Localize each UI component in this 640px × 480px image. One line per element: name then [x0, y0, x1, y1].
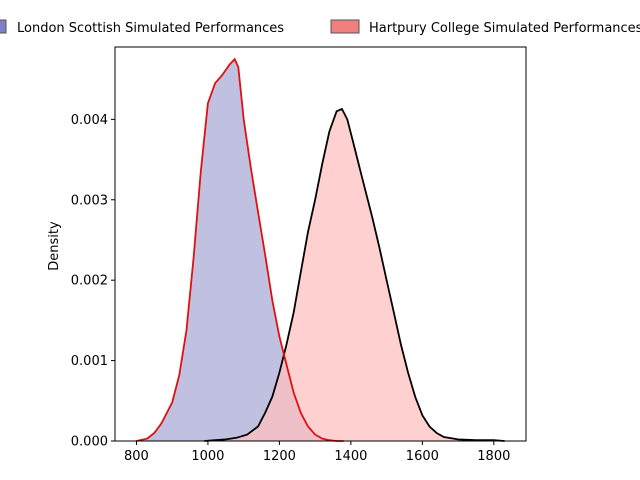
- y-tick-label-4: 0.004: [71, 113, 108, 128]
- legend-swatch-hartpury-college: [330, 19, 360, 34]
- y-tick-label-2: 0.002: [71, 274, 108, 289]
- x-tick-label-1400: 1400: [334, 449, 367, 464]
- density-line-hartpury-college: [204, 107, 505, 442]
- density-line-london-scottish: [136, 57, 344, 442]
- density-area-hartpury-college: [204, 108, 505, 442]
- x-tick-label-1800: 1800: [477, 449, 510, 464]
- series-layer: [136, 57, 505, 442]
- plot-frame: [114, 46, 527, 442]
- y-axis-title: Density: [47, 221, 62, 271]
- y-tick-label-1: 0.001: [71, 354, 108, 369]
- legend-label-london-scottish: London Scottish Simulated Performances: [17, 21, 284, 36]
- x-axis: 800 1000 1200 1400 1600 1800: [124, 441, 510, 464]
- x-tick-label-800: 800: [124, 449, 149, 464]
- legend-swatch-london-scottish: [0, 19, 7, 34]
- plot-area: [114, 46, 527, 442]
- x-tick-label-1000: 1000: [191, 449, 224, 464]
- x-tick-label-1600: 1600: [406, 449, 439, 464]
- density-area-london-scottish: [136, 59, 344, 441]
- y-axis: 0.000 0.001 0.002 0.003 0.004: [71, 113, 115, 450]
- x-tick-label-1200: 1200: [263, 449, 296, 464]
- y-tick-label-3: 0.003: [71, 193, 108, 208]
- legend: London Scottish Simulated Performances H…: [0, 19, 640, 36]
- legend-label-hartpury-college: Hartpury College Simulated Performances: [369, 21, 640, 36]
- y-tick-label-0: 0.000: [71, 435, 108, 450]
